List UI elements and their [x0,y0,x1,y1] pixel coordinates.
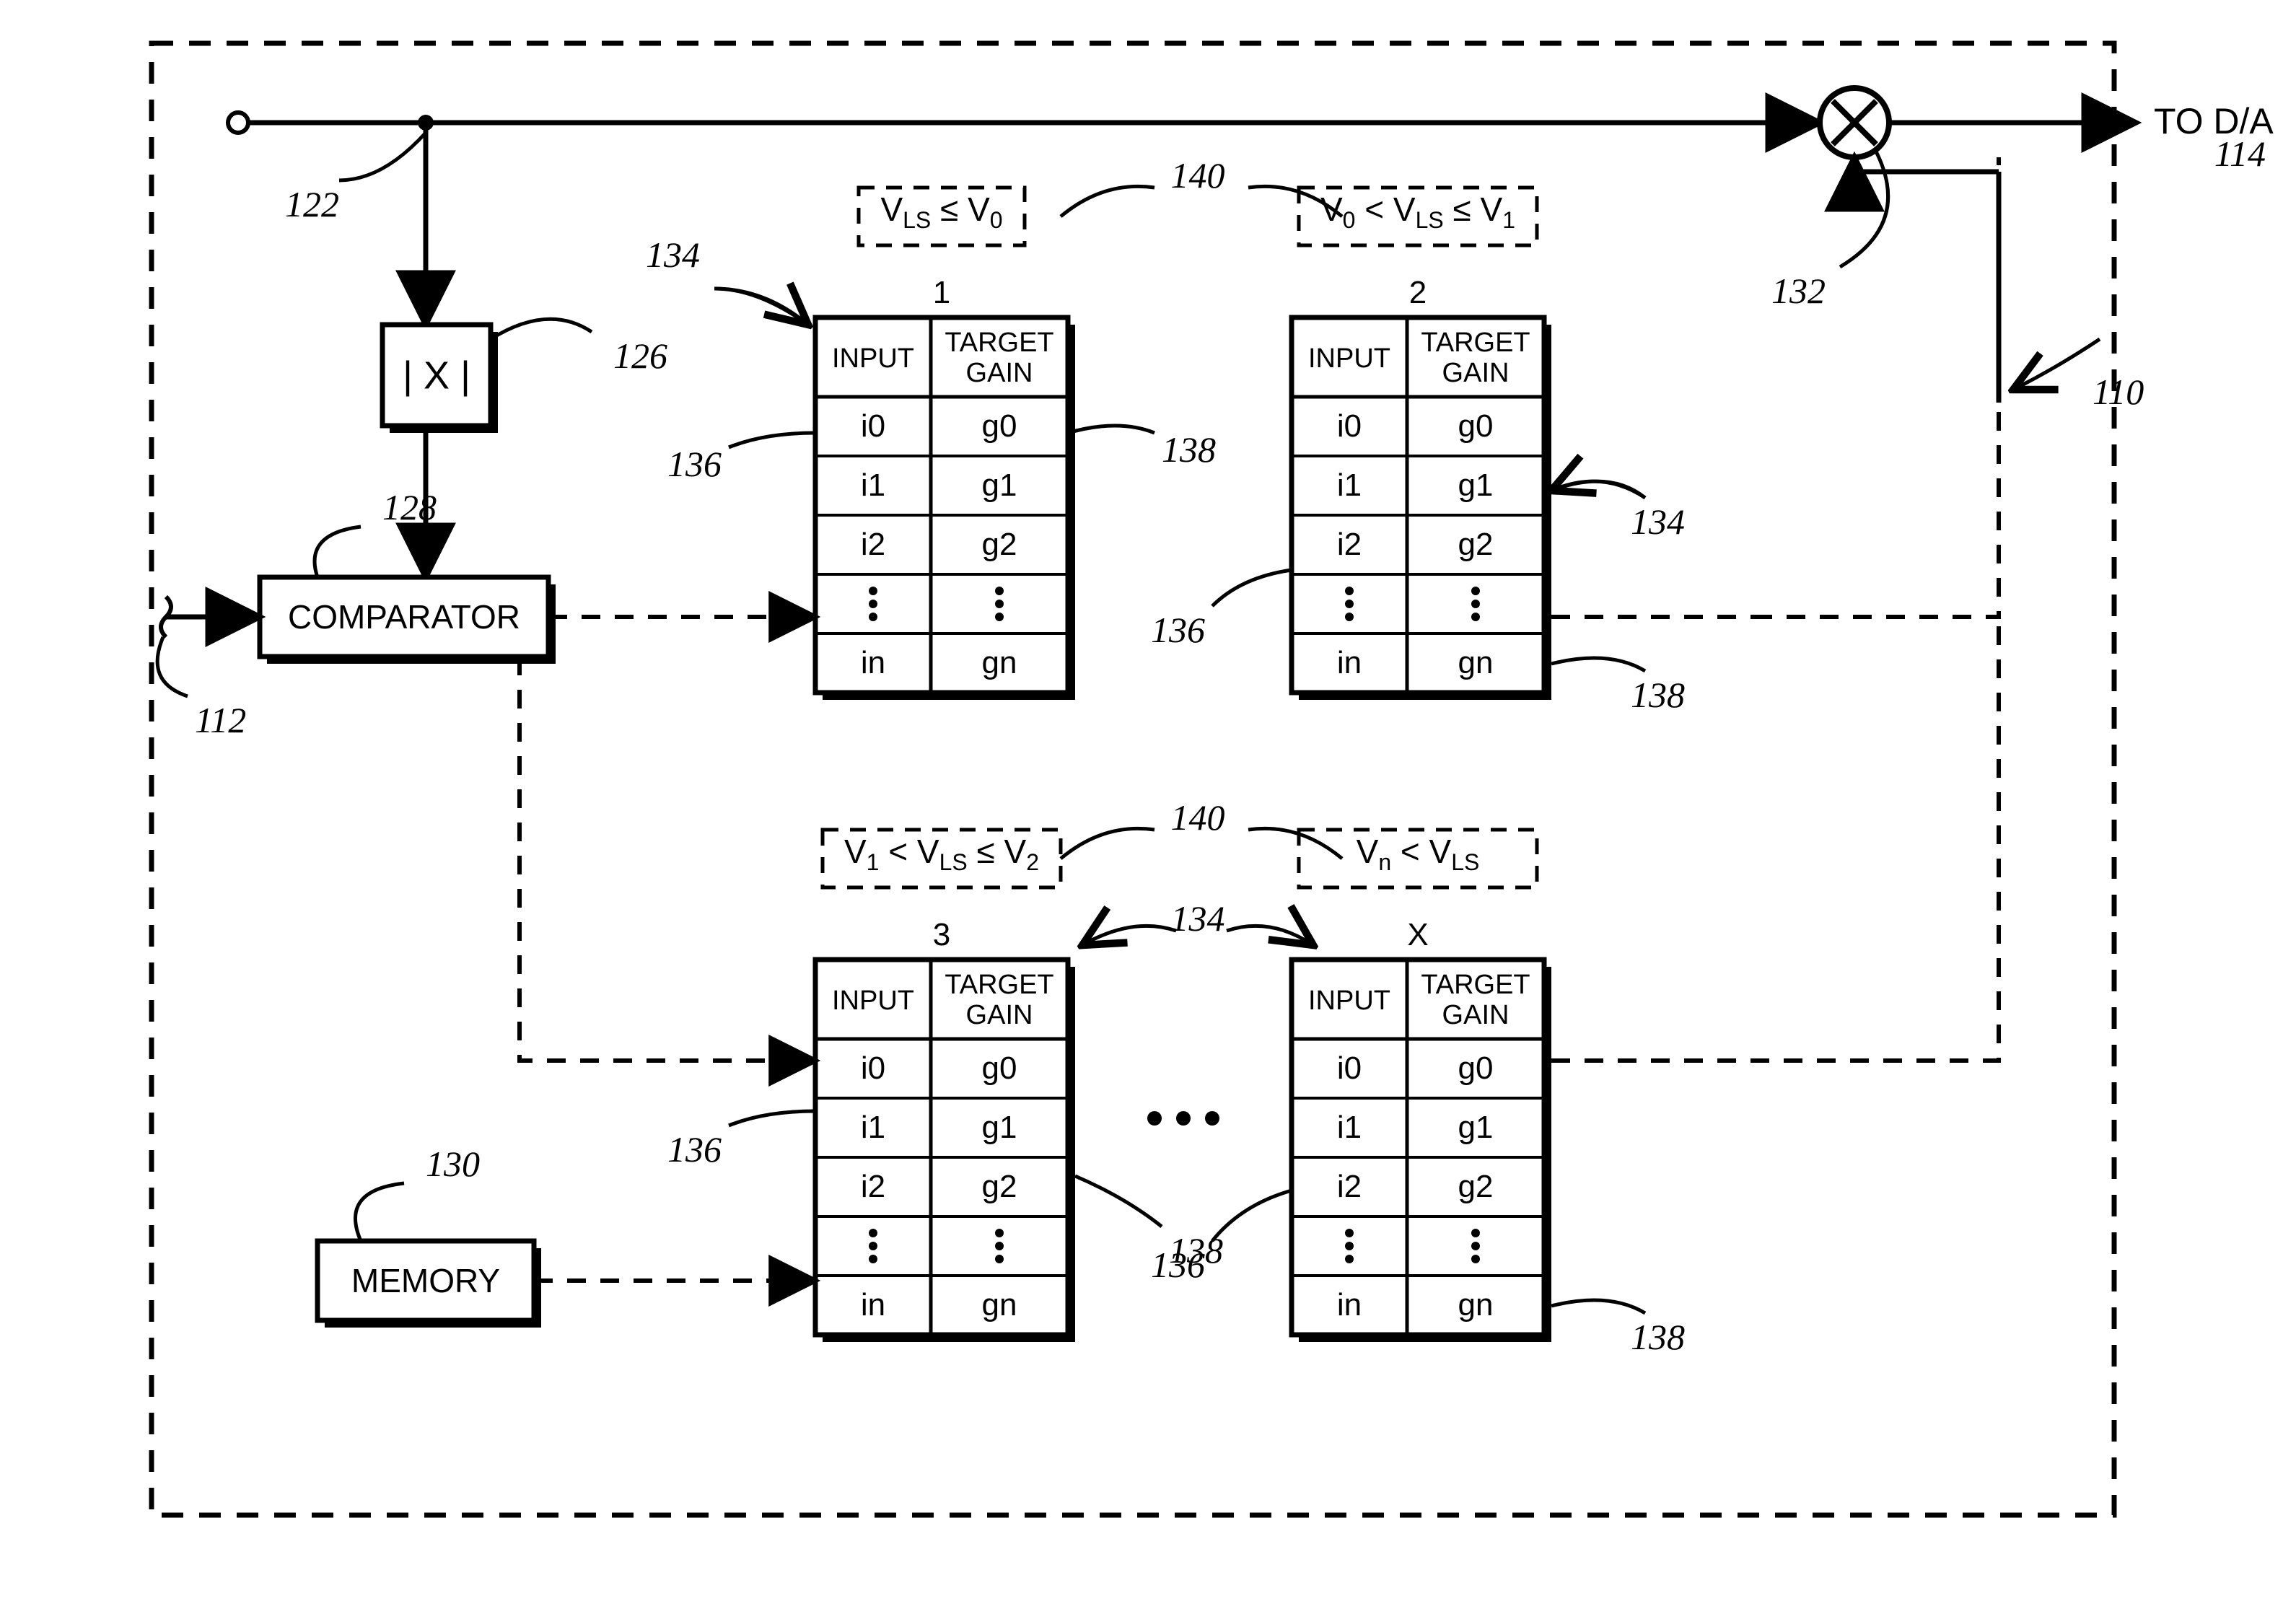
svg-text:134: 134 [1631,501,1685,542]
table-cell: in [1337,645,1362,680]
condition-text: VLS ≤ V0 [880,190,1002,233]
table-cell: i0 [1337,1050,1362,1086]
table-cell: i0 [861,1050,885,1086]
table-cell: gn [982,645,1017,680]
svg-text:114: 114 [2214,133,2266,174]
table-cell: g1 [1458,468,1494,503]
svg-text:138: 138 [1631,1317,1685,1357]
svg-text:136: 136 [667,1129,722,1170]
table-cell: g2 [1458,527,1494,562]
table-cell: g0 [982,1050,1017,1086]
dashed-route [1551,617,1999,1061]
svg-text:136: 136 [667,444,722,484]
table-cell: gn [982,1287,1017,1323]
table-cell: g0 [1458,408,1494,444]
table-number: 2 [1409,275,1427,310]
table-cell: g1 [982,1110,1017,1145]
table-cell: i1 [861,1110,885,1145]
table-cell: g1 [1458,1110,1494,1145]
table-cell: g2 [982,1169,1017,1204]
table-cell: g1 [982,468,1017,503]
condition-text: Vn < VLS [1357,833,1480,875]
table-cell: i1 [861,468,885,503]
table-cell: i1 [1337,1110,1362,1145]
table-header-target: TARGET [945,970,1053,1000]
table-cell: i2 [861,527,885,562]
table-cell: i2 [1337,1169,1362,1204]
table-header-input: INPUT [1308,343,1390,374]
table-header-gain: GAIN [966,358,1033,388]
memory-label: MEMORY [351,1262,500,1299]
block-diagram: TO D/A114122132110| X |126COMPARATOR1281… [0,0,2296,1601]
input-node [228,113,248,133]
table-cell: gn [1458,645,1494,680]
table-cell: i1 [1337,468,1362,503]
svg-text:122: 122 [285,184,339,224]
table-header-gain: GAIN [1442,358,1510,388]
table-cell: i2 [861,1169,885,1204]
table-cell: i0 [1337,408,1362,444]
svg-text:138: 138 [1162,429,1216,470]
table-cell: in [861,1287,885,1323]
svg-text:134: 134 [1171,898,1225,939]
dashed-route [1753,157,1999,617]
table-header-gain: GAIN [1442,1000,1510,1030]
table-header-input: INPUT [832,986,914,1016]
table-cell: g0 [1458,1050,1494,1086]
table-cell: gn [1458,1287,1494,1323]
dashed-route [520,657,815,1061]
comparator-label: COMPARATOR [288,598,520,636]
svg-text:136: 136 [1151,1245,1205,1285]
table-cell: g2 [1458,1169,1494,1204]
svg-text:132: 132 [1771,271,1826,311]
table-header-target: TARGET [945,328,1053,358]
table-header-input: INPUT [1308,986,1390,1016]
table-cell: g0 [982,408,1017,444]
table-cell: in [1337,1287,1362,1323]
table-header-target: TARGET [1421,328,1530,358]
condition-text: V0 < VLS ≤ V1 [1320,190,1515,233]
table-header-input: INPUT [832,343,914,374]
svg-text:138: 138 [1631,675,1685,715]
table-number: 3 [933,917,950,952]
table-cell: g2 [982,527,1017,562]
table-number: 1 [933,275,950,310]
svg-text:136: 136 [1151,610,1205,650]
abs-label: | X | [403,354,470,397]
svg-text:112: 112 [195,700,246,740]
table-header-target: TARGET [1421,970,1530,1000]
svg-text:134: 134 [646,234,700,275]
svg-text:140: 140 [1171,155,1225,196]
svg-text:126: 126 [613,335,667,376]
svg-text:130: 130 [426,1144,480,1184]
table-cell: in [861,645,885,680]
svg-text:128: 128 [382,487,437,527]
svg-text:140: 140 [1171,797,1225,838]
table-header-gain: GAIN [966,1000,1033,1030]
svg-text:110: 110 [2093,372,2144,412]
table-number: X [1407,917,1428,952]
table-cell: i2 [1337,527,1362,562]
condition-text: V1 < VLS ≤ V2 [844,833,1039,875]
table-cell: i0 [861,408,885,444]
